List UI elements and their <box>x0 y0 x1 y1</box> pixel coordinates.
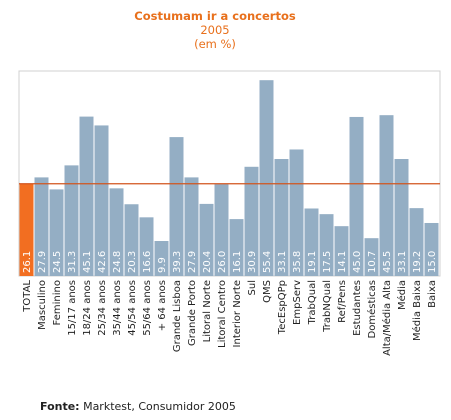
bar <box>19 183 34 276</box>
value-label: 45.1 <box>82 251 93 273</box>
value-label: 9.9 <box>157 257 168 273</box>
bar <box>169 137 184 276</box>
bar <box>409 208 424 276</box>
value-label: 24.8 <box>112 251 123 273</box>
bar <box>214 184 229 276</box>
value-label: 33.1 <box>277 251 288 273</box>
value-label: 26.0 <box>217 251 228 273</box>
category-label: Masculino <box>37 280 48 330</box>
bar <box>139 217 154 276</box>
value-label: 19.2 <box>412 251 423 273</box>
category-label: Domésticas <box>366 280 378 338</box>
value-label: 31.3 <box>67 251 78 273</box>
category-labels-group: TOTAL Masculino Feminino 15/17 anos 18/24 an… <box>22 280 438 356</box>
bar <box>349 116 364 276</box>
category-label: Baixa <box>427 280 438 308</box>
value-label: 35.8 <box>292 251 303 273</box>
value-label: 30.9 <box>247 251 258 273</box>
value-label: 17.5 <box>322 251 333 273</box>
category-label: 15/17 anos <box>67 280 78 336</box>
category-label: Ref/Pens <box>337 280 348 323</box>
category-label: Média <box>396 280 408 310</box>
value-label: 24.5 <box>52 251 63 273</box>
bar <box>124 204 139 276</box>
chart-subtitle-year: 2005 <box>200 23 229 37</box>
category-label: 18/24 anos <box>82 280 93 336</box>
category-label: + 64 anos <box>157 280 168 331</box>
value-label: 19.1 <box>307 251 318 273</box>
category-label: Média Baixa <box>411 280 423 341</box>
category-label: Grande Porto <box>187 280 198 346</box>
bar <box>229 219 244 276</box>
category-label: Estudantes <box>352 280 363 336</box>
bar <box>64 165 79 276</box>
value-label: 45.0 <box>352 251 363 273</box>
category-label: 35/44 anos <box>112 280 123 336</box>
source-text: Marktest, Consumidor 2005 <box>79 400 236 413</box>
value-label: 20.4 <box>202 251 213 273</box>
bar <box>79 116 94 277</box>
value-label: 10.7 <box>367 251 378 273</box>
bar <box>379 115 394 277</box>
category-label: Litoral Norte <box>202 280 213 342</box>
category-label: EmpServ <box>292 280 303 325</box>
source-label: Fonte: <box>40 400 80 413</box>
value-labels-group: 26.1 27.9 24.5 31.3 45.1 42.6 24.8 20.3 16.6 9.9 3… <box>22 251 438 273</box>
category-label: TecEspQPp <box>277 280 288 335</box>
category-label: 25/34 anos <box>97 280 108 336</box>
chart-subtitle-unit: (em %) <box>194 37 236 51</box>
bar <box>364 238 379 276</box>
value-label: 33.1 <box>397 251 408 273</box>
category-label: Interior Norte <box>232 280 243 347</box>
bar <box>274 159 289 276</box>
category-label: TrabNQual <box>322 280 333 333</box>
category-label: Sul <box>247 280 258 295</box>
bar <box>109 188 124 276</box>
bars-group <box>19 80 439 277</box>
category-label: Feminino <box>52 280 63 325</box>
value-label: 39.3 <box>172 251 183 273</box>
value-label: 16.6 <box>142 251 153 273</box>
bar <box>244 166 259 276</box>
bar <box>334 226 349 276</box>
value-label: 26.1 <box>22 251 33 273</box>
bar <box>184 177 199 276</box>
source-note: Fonte: Marktest, Consumidor 2005 <box>40 400 236 413</box>
bar <box>394 159 409 276</box>
value-label: 42.6 <box>97 251 108 273</box>
bar <box>49 189 64 276</box>
category-label: 45/54 anos <box>127 280 138 336</box>
bar <box>94 125 109 277</box>
category-label: Litoral Centro <box>217 280 228 348</box>
value-label: 20.3 <box>127 251 138 273</box>
value-label: 14.1 <box>337 251 348 273</box>
bar <box>304 208 319 276</box>
category-label: QMS <box>262 280 273 303</box>
value-label: 15.0 <box>427 251 438 273</box>
bar <box>34 177 49 276</box>
value-label: 55.4 <box>262 251 273 273</box>
bar <box>424 222 439 276</box>
category-label: 55/64 anos <box>142 280 153 336</box>
category-label: Grande Lisboa <box>172 280 183 352</box>
bar <box>289 149 304 276</box>
bar <box>319 214 334 276</box>
value-label: 27.9 <box>37 251 48 273</box>
value-label: 27.9 <box>187 251 198 273</box>
category-label: TOTAL <box>22 280 33 313</box>
bar <box>199 203 214 276</box>
value-label: 16.1 <box>232 251 243 273</box>
bar <box>154 241 169 276</box>
category-label: TrabQual <box>307 280 318 325</box>
bar <box>259 80 274 276</box>
chart-title: Costumam ir a concertos <box>134 9 296 23</box>
value-label: 45.5 <box>382 251 393 273</box>
category-label: Alta/Média Alta <box>381 280 393 356</box>
